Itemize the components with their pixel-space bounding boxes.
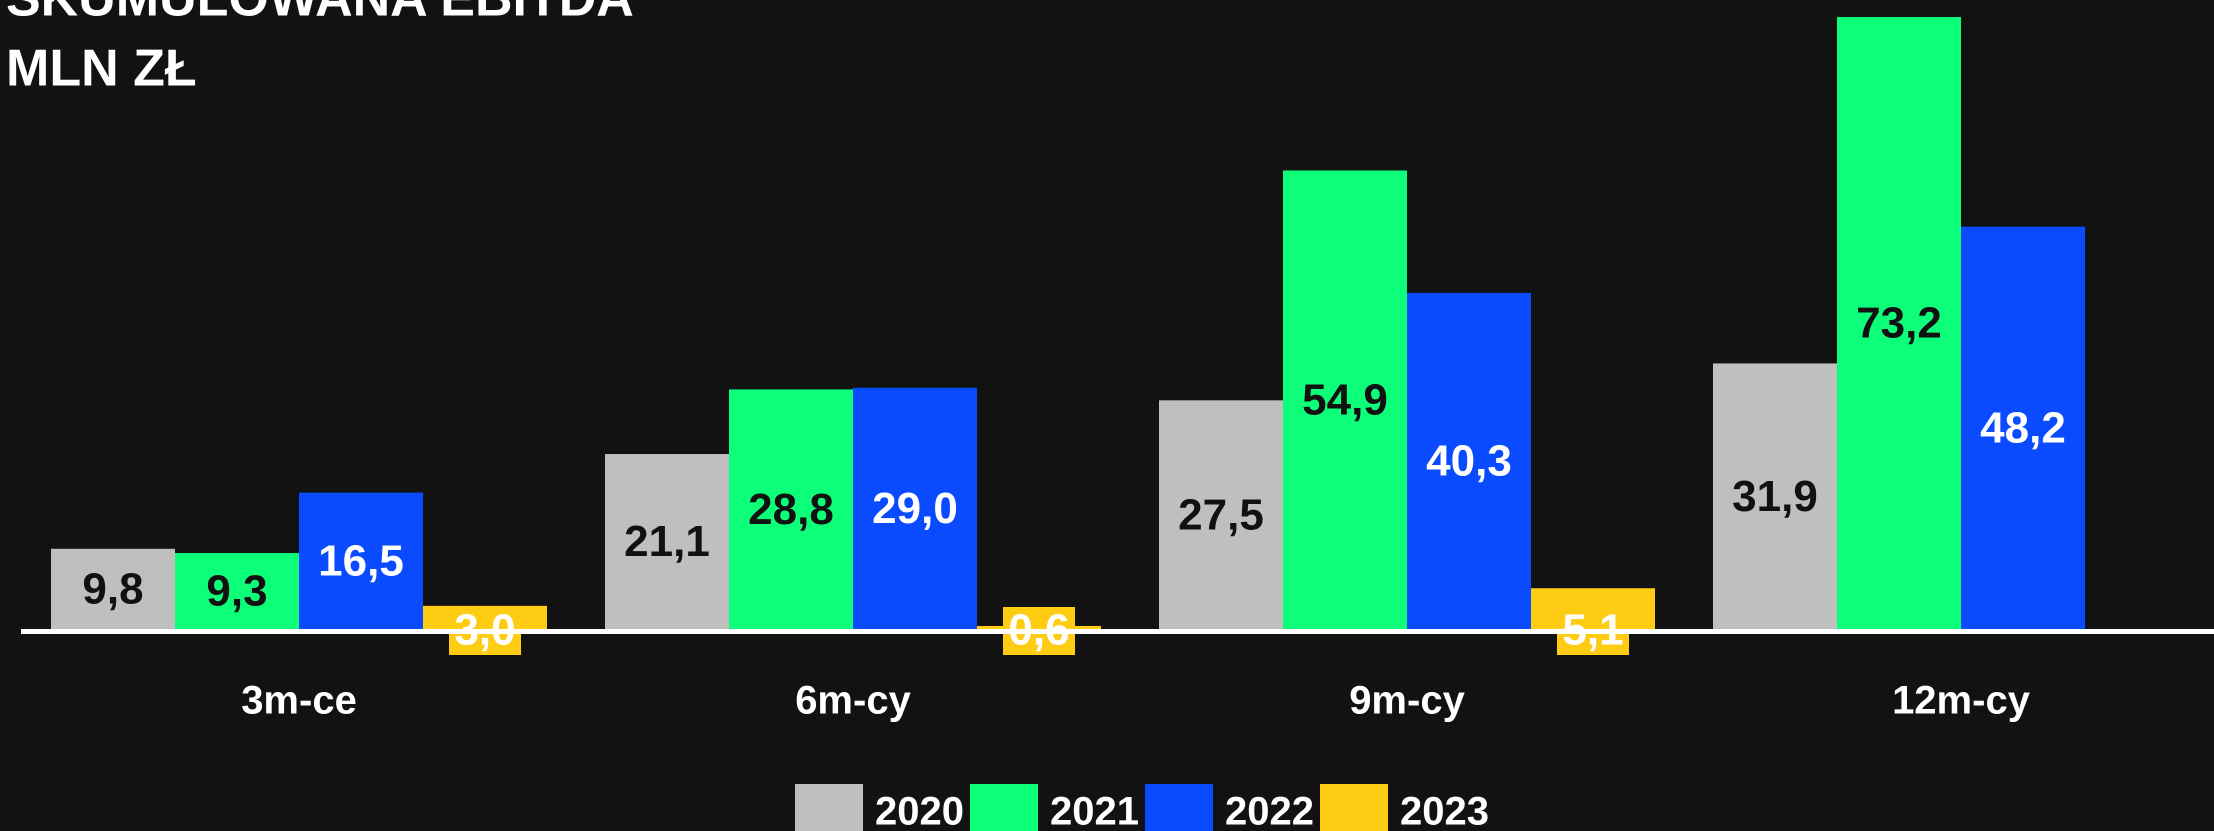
value-label: 73,2 bbox=[1856, 299, 1942, 348]
value-label: 54,9 bbox=[1302, 375, 1388, 424]
chart-subtitle: MLN ZŁ bbox=[6, 40, 197, 98]
bar bbox=[1407, 292, 1531, 631]
x-tick-label: 3m-ce bbox=[241, 679, 357, 723]
x-tick-label: 12m-cy bbox=[1892, 679, 2031, 723]
bar bbox=[1283, 170, 1407, 631]
bar bbox=[1159, 400, 1283, 631]
value-label: 21,1 bbox=[624, 517, 710, 566]
bar bbox=[175, 552, 299, 631]
bar bbox=[605, 454, 729, 631]
baseline bbox=[21, 629, 2214, 634]
legend-swatch bbox=[1320, 784, 1388, 831]
bar bbox=[1837, 17, 1961, 631]
legend-label: 2020 bbox=[875, 790, 964, 831]
value-label: 16,5 bbox=[318, 536, 404, 585]
x-tick-label: 9m-cy bbox=[1349, 679, 1465, 723]
legend-label: 2022 bbox=[1225, 790, 1314, 831]
value-label: 40,3 bbox=[1426, 437, 1512, 486]
value-label: 9,8 bbox=[82, 565, 143, 614]
value-label: 31,9 bbox=[1732, 472, 1818, 521]
legend-swatch bbox=[970, 784, 1038, 831]
legend-label: 2023 bbox=[1400, 790, 1489, 831]
chart-title: SKUMULOWANA EBITDA bbox=[6, 0, 634, 28]
bar bbox=[51, 548, 175, 631]
legend-swatch bbox=[1145, 784, 1213, 831]
bar bbox=[1961, 226, 2085, 631]
value-label: 9,3 bbox=[206, 567, 267, 616]
value-label: 27,5 bbox=[1178, 490, 1264, 539]
value-label: 48,2 bbox=[1980, 403, 2066, 452]
value-label: 29,0 bbox=[872, 484, 958, 533]
bar bbox=[729, 389, 853, 631]
legend-swatch bbox=[795, 784, 863, 831]
legend-label: 2021 bbox=[1050, 790, 1139, 831]
value-label: 28,8 bbox=[748, 485, 834, 534]
bar bbox=[299, 492, 423, 631]
bar bbox=[853, 387, 977, 631]
x-tick-label: 6m-cy bbox=[795, 679, 911, 723]
bar bbox=[1713, 363, 1837, 631]
